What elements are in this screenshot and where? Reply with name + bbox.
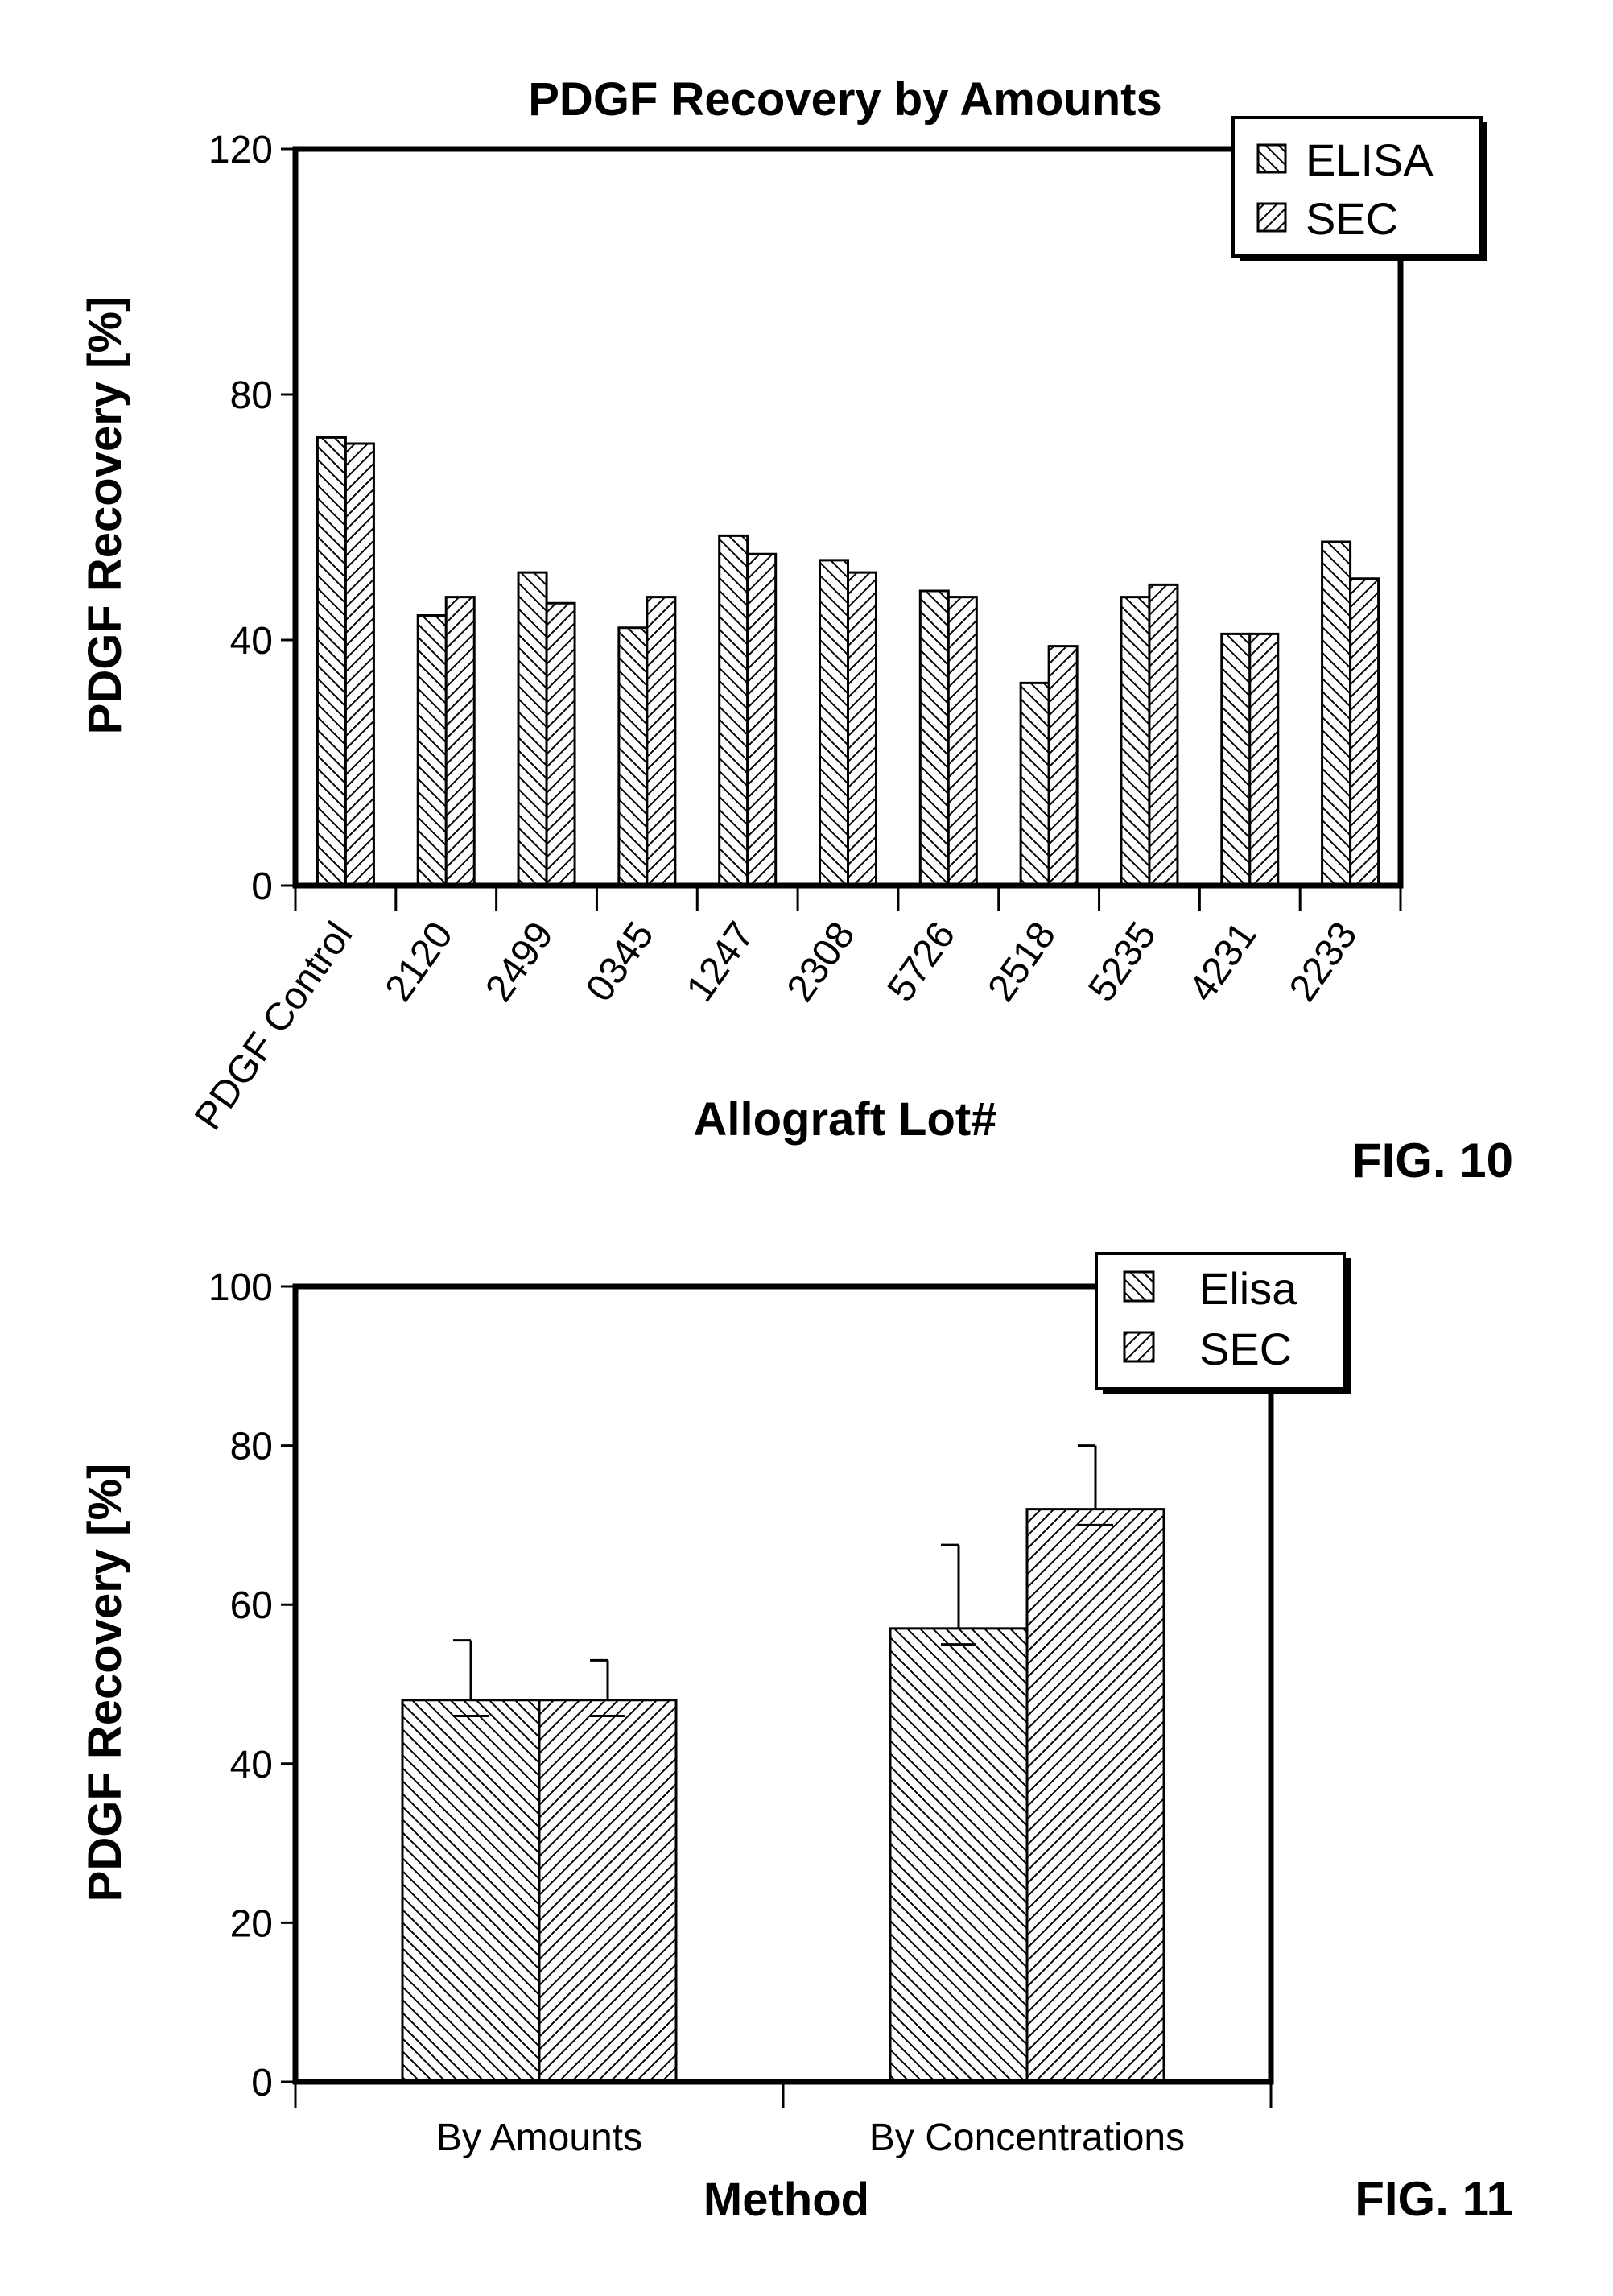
y-tick-label: 40 [230, 620, 273, 663]
bar-sec-2120 [446, 597, 474, 886]
chart-fig11: PDGF Recovery [%] Method FIG. 11 0 20 40 60… [79, 1253, 1513, 2226]
bar-elisa-4231 [1222, 634, 1250, 886]
y-tick-label: 20 [230, 1902, 273, 1945]
legend: ELISA SEC [1233, 118, 1487, 261]
y-tick-label: 40 [230, 1744, 273, 1786]
x-tick-label: 0345 [578, 915, 662, 1010]
bars [402, 1446, 1164, 2082]
x-tick-label: 2120 [377, 915, 462, 1010]
bar-sec-pdgf-control [345, 444, 373, 886]
bar-sec-by-concentrations [1027, 1509, 1164, 2082]
bars [317, 437, 1378, 886]
bar-sec-2518 [1049, 646, 1077, 886]
bar-sec-1247 [748, 554, 776, 886]
bar-elisa-2308 [820, 560, 848, 886]
bar-elisa-2120 [418, 616, 446, 886]
y-axis-ticks: 0 40 80 120 [208, 129, 295, 908]
figure-label: FIG. 11 [1355, 2172, 1513, 2226]
y-tick-label: 60 [230, 1584, 273, 1627]
y-tick-label: 0 [251, 865, 273, 908]
bar-elisa-5726 [920, 591, 948, 886]
y-axis-title: PDGF Recovery [%] [79, 296, 131, 735]
x-tick-label: 2308 [779, 915, 864, 1010]
bar-sec-5726 [948, 597, 976, 886]
x-tick-label: By Amounts [436, 2116, 642, 2159]
bar-elisa-by-amounts [402, 1700, 539, 2082]
bar-elisa-2233 [1322, 542, 1351, 886]
bar-sec-2308 [848, 572, 877, 886]
x-axis-ticks: By Amounts By Concentrations [295, 2082, 1271, 2159]
bar-sec-2233 [1351, 579, 1379, 886]
legend: Elisa SEC [1096, 1253, 1351, 1394]
chart-fig10: PDGF Recovery by Amounts PDGF Recovery [… [79, 73, 1513, 1187]
bar-elisa-2499 [518, 572, 547, 886]
figure-canvas: PDGF Recovery by Amounts PDGF Recovery [… [0, 0, 1613, 2296]
legend-label-sec: SEC [1199, 1324, 1292, 1374]
bar-elisa-2518 [1021, 683, 1049, 886]
chart-title: PDGF Recovery by Amounts [528, 73, 1161, 126]
bar-sec-by-amounts [539, 1700, 676, 2082]
x-axis-title: Method [703, 2174, 869, 2226]
legend-swatch-sec [1258, 204, 1285, 231]
bar-sec-0345 [647, 597, 675, 886]
y-tick-label: 120 [208, 129, 273, 171]
bar-sec-5235 [1149, 584, 1178, 886]
legend-label-elisa: ELISA [1306, 134, 1434, 185]
x-tick-label: 2518 [980, 915, 1064, 1010]
legend-label-sec: SEC [1306, 193, 1398, 244]
x-tick-label: By Concentrations [869, 2116, 1185, 2159]
legend-swatch-sec [1124, 1332, 1153, 1361]
bar-elisa-1247 [720, 535, 748, 886]
bar-elisa-pdgf-control [317, 437, 345, 886]
x-axis-title: Allograft Lot# [694, 1093, 997, 1146]
bar-sec-2499 [547, 603, 575, 886]
y-tick-label: 80 [230, 1426, 273, 1468]
legend-label-elisa: Elisa [1199, 1263, 1297, 1314]
y-axis-ticks: 0 20 40 60 80 100 [208, 1266, 295, 2104]
y-axis-title: PDGF Recovery [%] [79, 1464, 131, 1902]
legend-swatch-elisa [1124, 1272, 1153, 1301]
x-tick-label: 4231 [1181, 915, 1265, 1010]
figure-label: FIG. 10 [1352, 1134, 1513, 1187]
x-tick-label: 2233 [1281, 915, 1366, 1010]
y-tick-label: 80 [230, 374, 273, 417]
x-tick-label: PDGF Control [187, 915, 361, 1138]
x-tick-label: 5235 [1080, 915, 1165, 1010]
y-tick-label: 100 [208, 1266, 273, 1309]
bar-sec-4231 [1250, 634, 1278, 886]
y-tick-label: 0 [251, 2062, 273, 2104]
x-tick-label: 5726 [880, 915, 964, 1010]
bar-elisa-by-concentrations [890, 1629, 1027, 2082]
bar-elisa-0345 [619, 628, 647, 886]
bar-elisa-5235 [1121, 597, 1149, 886]
x-tick-label: 1247 [679, 915, 763, 1010]
legend-swatch-elisa [1258, 145, 1285, 172]
x-tick-label: 2499 [477, 915, 562, 1010]
